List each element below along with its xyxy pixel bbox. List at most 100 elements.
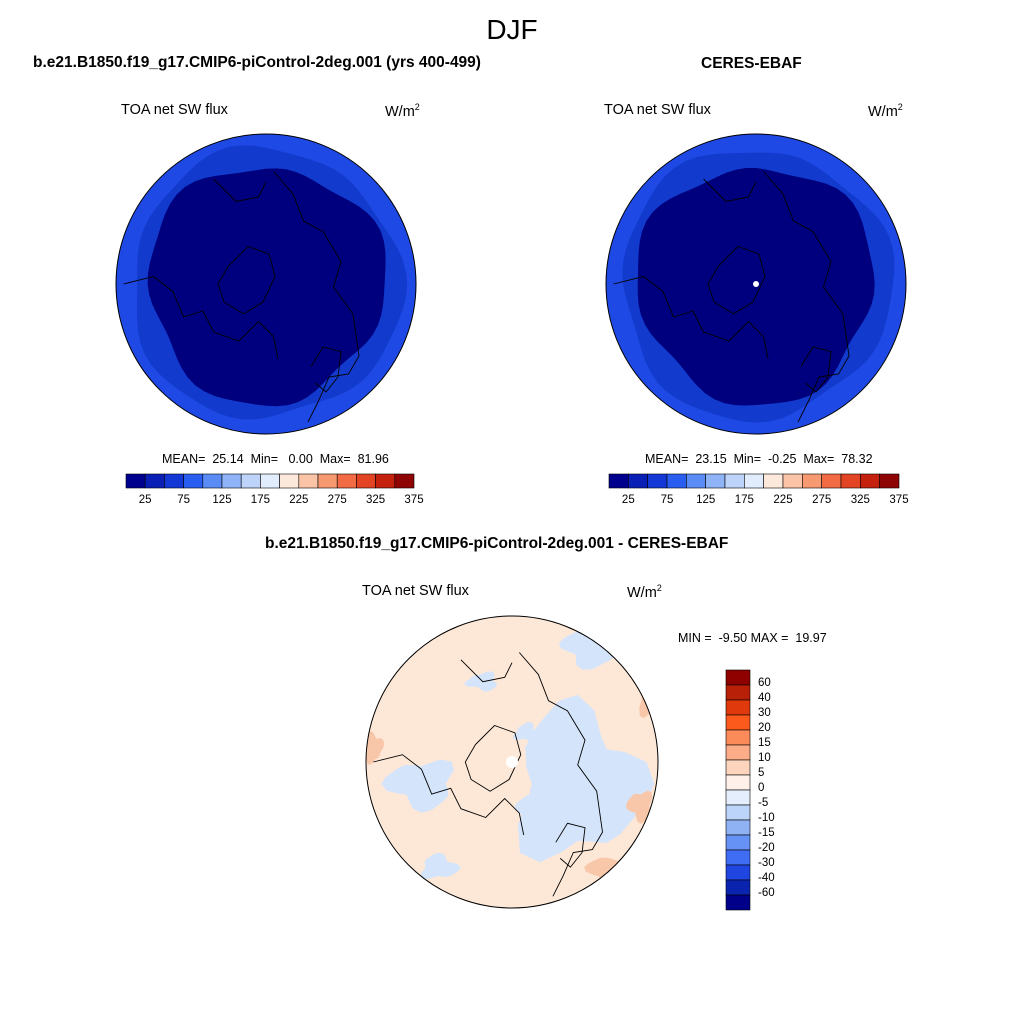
colorbar3-tick-2: 30	[758, 707, 771, 719]
colorbar1-box-9	[298, 473, 319, 489]
coastline-1-1	[123, 276, 279, 360]
coastline-3-4	[460, 659, 513, 683]
panel2-units: W/m2	[868, 102, 903, 120]
colorbar2-box-2	[647, 473, 668, 489]
colorbar3-tick-7: 0	[758, 782, 765, 794]
colorbar3-box-11	[725, 834, 751, 851]
colorbar3-tick-5: 10	[758, 752, 771, 764]
colorbar3-box-12	[725, 849, 751, 866]
colorbar1-tick-4: 225	[289, 494, 309, 506]
colorbar3-box-10	[725, 819, 751, 836]
coastline-3-1	[373, 754, 525, 836]
colorbar3-tick-8: -5	[758, 797, 769, 809]
season-title: DJF	[486, 14, 538, 45]
colorbar1-box-8	[279, 473, 300, 489]
panel1-title: b.e21.B1850.f19_g17.CMIP6-piControl-2deg…	[33, 54, 481, 71]
colorbar2-tick-5: 275	[812, 494, 832, 506]
colorbar3-box-2	[725, 699, 751, 716]
colorbar2-tick-2: 125	[696, 494, 716, 506]
colorbar2-box-10	[802, 473, 822, 489]
colorbar1-box-6	[240, 473, 261, 489]
panel1-variable: TOA net SW flux	[121, 102, 228, 118]
coastline-3-0	[518, 652, 603, 897]
colorbar2-box-4	[686, 473, 706, 489]
colorbar1-tick-5: 275	[327, 494, 347, 506]
colorbar2-box-12	[840, 473, 861, 489]
colorbar3-box-15	[725, 894, 751, 911]
colorbar2-tick-0: 25	[621, 494, 635, 506]
colorbar1-box-1	[144, 473, 165, 489]
coastline-2-0	[763, 171, 850, 423]
colorbar2-box-11	[821, 473, 842, 489]
diff-positive-area-1	[366, 731, 385, 765]
panel3-variable: TOA net SW flux	[362, 583, 469, 599]
colorbar3-box-6	[725, 759, 751, 776]
coastline-1-4	[213, 178, 267, 202]
panel1-units: W/m2	[385, 102, 420, 120]
colorbar1-box-12	[356, 473, 376, 489]
coastline-2-3	[800, 346, 832, 393]
colorbar2-box-8	[763, 473, 784, 489]
colorbar1-tick-6: 325	[366, 494, 386, 506]
panel2-variable: TOA net SW flux	[604, 102, 711, 118]
colorbar2-box-1	[628, 473, 648, 489]
colorbar3-box-13	[725, 864, 751, 881]
polar-map-1	[115, 133, 417, 435]
polar-map-2	[605, 133, 907, 435]
colorbar2-box-3	[666, 473, 687, 489]
colorbar1-tick-2: 125	[212, 494, 232, 506]
map-border-3	[365, 615, 659, 909]
colorbar3-tick-14: -60	[758, 887, 775, 899]
panel3-units: W/m2	[627, 583, 662, 601]
colorbar3-tick-9: -10	[758, 812, 775, 824]
colorbar2-tick-3: 175	[734, 494, 754, 506]
colorbar2-tick-6: 325	[850, 494, 870, 506]
colorbar1-tick-3: 175	[250, 494, 270, 506]
coastline-2-2	[707, 245, 766, 315]
colorbar3-tick-1: 40	[758, 692, 771, 704]
colorbar3-tick-11: -20	[758, 842, 775, 854]
coastline-1-2	[217, 245, 276, 315]
colorbar1-tick-1: 75	[177, 494, 190, 506]
colorbar3-box-4	[725, 729, 751, 746]
colorbar3-tick-10: -15	[758, 827, 775, 839]
colorbar1-box-3	[183, 473, 204, 489]
colorbar1-box-13	[375, 473, 396, 489]
colorbar1-box-11	[336, 473, 357, 489]
colorbar3-box-8	[725, 789, 751, 806]
colorbar1-box-4	[202, 473, 223, 489]
map-field-1	[116, 134, 416, 434]
coastline-3-2	[464, 724, 522, 792]
colorbar1-box-10	[317, 473, 338, 489]
colorbar1-box-5	[221, 473, 242, 489]
colorbar2-box-0	[608, 473, 629, 489]
map-field-2	[606, 134, 906, 434]
pole-missing-2	[753, 281, 759, 287]
colorbar1-tick-7: 375	[404, 494, 424, 506]
coastline-3-3	[555, 822, 586, 868]
diff-negative-area-6	[420, 852, 461, 879]
colorbar1-box-2	[164, 473, 184, 489]
diff-positive-area-2	[584, 857, 645, 890]
diff-negative-area-4	[464, 671, 498, 692]
coastline-2-1	[613, 276, 769, 360]
colorbar3-box-1	[725, 684, 751, 701]
colorbar3-tick-0: 60	[758, 677, 771, 689]
panel2-title: CERES-EBAF	[701, 55, 802, 72]
map-field-3	[366, 616, 658, 908]
panel3-stats: MIN = -9.50 MAX = 19.97	[678, 631, 827, 645]
colorbar3-tick-4: 15	[758, 737, 771, 749]
colorbar3-tick-12: -30	[758, 857, 775, 869]
colorbar3-box-0	[725, 669, 751, 686]
diff-negative-area-5	[513, 721, 540, 742]
panel3-title: b.e21.B1850.f19_g17.CMIP6-piControl-2deg…	[265, 535, 729, 552]
map-border-2	[605, 133, 907, 435]
colorbar2-box-6	[724, 473, 745, 489]
colorbar3-box-3	[725, 714, 751, 731]
colorbar3-tick-6: 5	[758, 767, 765, 779]
colorbar2-box-9	[782, 473, 803, 489]
polar-map-3	[365, 615, 659, 909]
diff-negative-area-3	[381, 759, 454, 813]
coastline-1-3	[310, 346, 342, 393]
